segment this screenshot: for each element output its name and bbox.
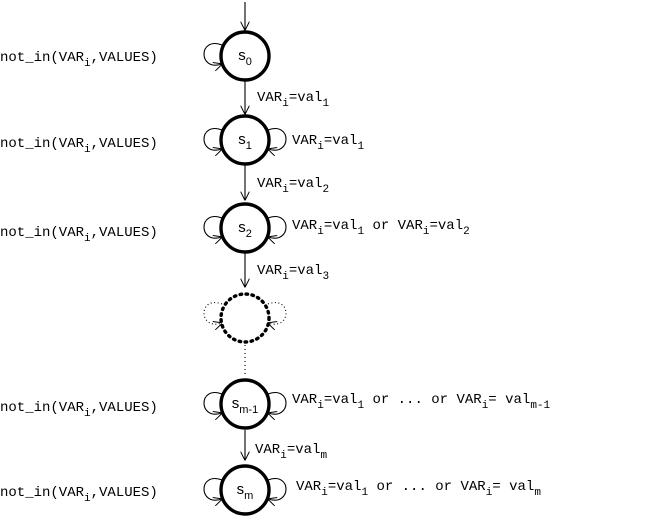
left-self-loops — [203, 43, 222, 501]
right-loop-sm — [268, 478, 287, 501]
transition-label-sm1-sm: VARi=valm — [255, 442, 327, 462]
state-ellipsis — [219, 292, 271, 344]
right-loop-s1 — [268, 128, 287, 151]
left-label-s1: not_in(VARi,VALUES) — [0, 136, 158, 156]
right-label-s2: VARi=val1 or VARi=val2 — [292, 218, 470, 238]
transition-label-s1-s2: VARi=val2 — [257, 176, 329, 196]
left-label-sm: not_in(VARi,VALUES) — [0, 485, 158, 505]
right-label-sm1: VARi=val1 or ... or VARi= valm-1 — [292, 392, 551, 412]
svg-text:sm-1: sm-1 — [232, 395, 258, 416]
right-self-loops — [268, 128, 287, 501]
right-label-s1: VARi=val1 — [292, 133, 364, 153]
svg-text:s2: s2 — [238, 219, 252, 240]
right-loop-s2 — [268, 216, 287, 239]
svg-text:s1: s1 — [238, 131, 252, 152]
state-s1: s1 — [219, 114, 271, 166]
left-labels: not_in(VARi,VALUES) not_in(VARi,VALUES) … — [0, 50, 158, 505]
left-label-s2: not_in(VARi,VALUES) — [0, 225, 158, 245]
left-loop-sm1 — [203, 392, 222, 415]
left-label-sm1: not_in(VARi,VALUES) — [0, 400, 158, 420]
left-loop-s0 — [203, 43, 222, 66]
transition-labels: VARi=val1 VARi=val2 VARi=val3 VARi=valm — [255, 90, 329, 462]
left-loop-s1 — [203, 128, 222, 151]
transition-label-s0-s1: VARi=val1 — [257, 90, 329, 110]
state-s0: s0 — [219, 30, 271, 82]
svg-text:s0: s0 — [238, 47, 252, 68]
right-label-sm: VARi=val1 or ... or VARi= valm — [296, 479, 541, 499]
svg-text:sm: sm — [237, 481, 254, 502]
transition-label-s2-s3: VARi=val3 — [257, 263, 329, 283]
right-loop-ellipsis — [268, 302, 287, 325]
state-s2: s2 — [219, 202, 271, 254]
left-loop-ellipsis — [203, 302, 222, 325]
left-loop-sm — [203, 478, 222, 501]
right-labels: VARi=val1 VARi=val1 or VARi=val2 VARi=va… — [292, 133, 551, 499]
state-sm: sm — [219, 464, 271, 516]
right-loop-sm1 — [268, 392, 287, 415]
state-sm1: sm-1 — [219, 378, 271, 430]
left-loop-s2 — [203, 216, 222, 239]
left-label-s0: not_in(VARi,VALUES) — [0, 50, 158, 70]
